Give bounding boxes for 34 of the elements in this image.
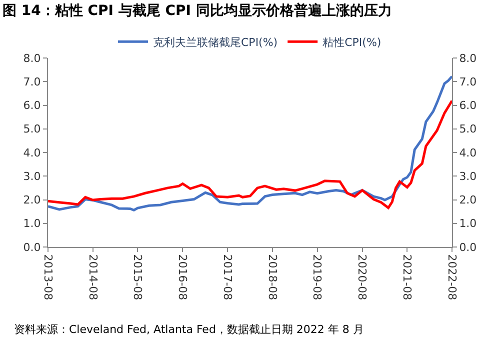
y-tick-label: 0.0 (23, 240, 41, 254)
x-tick-label: 2022-08 (445, 254, 458, 300)
y2-tick-label: 2.0 (459, 194, 477, 207)
legend-label: 粘性CPI(%) (322, 36, 382, 49)
y-tick-label: 8.0 (23, 52, 41, 65)
x-tick-label: 2021-08 (400, 254, 414, 300)
line-series (48, 75, 452, 212)
y-tick-label: 7.0 (23, 75, 41, 88)
y-tick-label: 5.0 (23, 122, 41, 136)
x-tick-label: 2016-08 (176, 254, 190, 300)
y2-tick-label: 4.0 (459, 146, 477, 160)
y-tick-label: 3.0 (23, 170, 41, 183)
line-series (48, 100, 452, 210)
y-tick-label: 1.0 (23, 217, 41, 230)
x-tick-label: 2019-08 (310, 254, 324, 300)
y-tick-label: 4.0 (23, 146, 41, 160)
y-tick-label: 6.0 (23, 99, 41, 112)
y2-tick-label: 8.0 (459, 52, 477, 65)
y2-tick-label: 6.0 (459, 99, 477, 112)
text: 资料来源：Cleveland Fed, Atlanta Fed，数据截止日期 2022 年 8 月 (14, 323, 364, 336)
x-tick-label: 2018-08 (266, 254, 279, 300)
legend-label: 克利夫兰联储截尾CPI(%) (153, 36, 278, 49)
y2-tick-label: 0.0 (459, 240, 477, 254)
x-tick-label: 2020-08 (356, 254, 369, 300)
x-tick-label: 2014-08 (86, 254, 100, 300)
y2-tick-label: 3.0 (459, 170, 477, 183)
y2-tick-label: 7.0 (459, 75, 477, 88)
y2-tick-label: 5.0 (459, 122, 477, 136)
chart-title: 图 14：粘性 CPI 与截尾 CPI 同比均显示价格普遍上涨的压力 (2, 2, 392, 19)
x-tick-label: 2017-08 (220, 254, 234, 300)
y-tick-label: 2.0 (23, 194, 41, 207)
y2-tick-label: 1.0 (459, 217, 477, 230)
x-tick-label: 2013-08 (41, 254, 54, 300)
x-tick-label: 2015-08 (131, 254, 144, 300)
